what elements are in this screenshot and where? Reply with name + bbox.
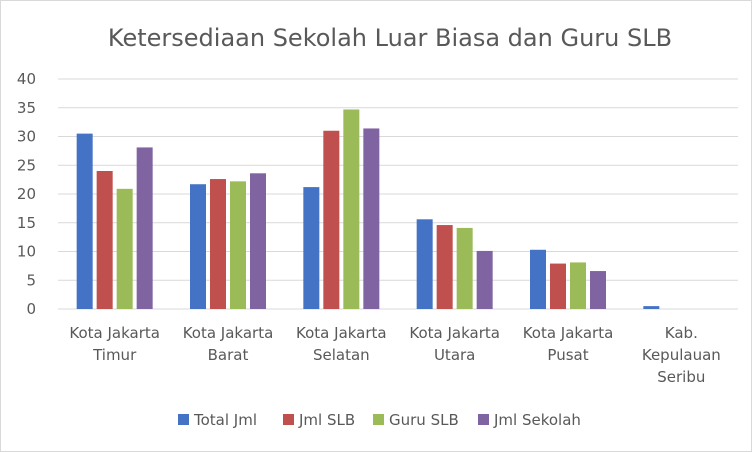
bar: [643, 306, 660, 309]
y-tick-label: 20: [17, 185, 36, 203]
legend-label: Guru SLB: [389, 411, 459, 429]
chart-title: Ketersediaan Sekolah Luar Biasa dan Guru…: [108, 24, 672, 52]
bar: [76, 133, 93, 309]
legend-swatch: [478, 414, 489, 425]
y-axis: 0 5 10 15 20 25 30 35 40: [17, 70, 36, 318]
bar: [570, 262, 586, 309]
x-tick-label: Kota Jakarta Barat: [183, 324, 274, 364]
legend-entry: Total Jml: [178, 411, 257, 429]
bar: [590, 271, 606, 309]
legend-swatch: [283, 414, 294, 425]
gridlines: [58, 78, 738, 310]
x-tick-label: Kab. Kepulauan Seribu: [642, 324, 721, 386]
legend: Total Jml Jml SLB Guru SLB Jml Sekolah: [178, 411, 581, 429]
legend-label: Total Jml: [193, 411, 257, 429]
bar: [456, 227, 473, 309]
y-tick-label: 35: [17, 99, 36, 117]
y-tick-label: 25: [17, 156, 36, 174]
y-tick-label: 5: [26, 271, 36, 289]
bar: [343, 109, 360, 309]
legend-entry: Jml SLB: [283, 411, 355, 429]
y-tick-label: 10: [17, 243, 36, 261]
x-tick-label: Kota Jakarta Utara: [409, 324, 500, 364]
bar: [230, 181, 246, 309]
bar: [250, 173, 266, 309]
bar: [416, 219, 433, 309]
x-tick-label: Kota Jakarta Selatan: [296, 324, 387, 364]
legend-entry: Guru SLB: [373, 411, 459, 429]
bar: [116, 188, 133, 309]
x-tick-label: Kota Jakarta Timur: [69, 324, 160, 364]
y-tick-label: 40: [17, 70, 36, 88]
y-tick-label: 30: [17, 128, 36, 146]
x-axis: Kota Jakarta Timur Kota Jakarta Barat Kota J…: [69, 324, 720, 386]
bar: [476, 250, 493, 309]
x-tick-label: Kota Jakarta Pusat: [523, 324, 614, 364]
bar: [550, 263, 566, 309]
legend-entry: Jml Sekolah: [478, 411, 581, 429]
legend-swatch: [178, 414, 189, 425]
bar: [323, 130, 340, 309]
bar: [96, 171, 113, 309]
legend-label: Jml SLB: [298, 411, 355, 429]
bar: [190, 184, 206, 309]
legend-label: Jml Sekolah: [493, 411, 581, 429]
bar: [136, 147, 153, 309]
bar: [363, 128, 380, 309]
y-tick-label: 0: [26, 300, 36, 318]
bar: [303, 187, 320, 309]
bar: [530, 249, 546, 309]
bars: [76, 109, 660, 309]
y-tick-label: 15: [17, 214, 36, 232]
legend-swatch: [373, 414, 384, 425]
bar: [210, 179, 226, 309]
bar: [436, 225, 453, 309]
